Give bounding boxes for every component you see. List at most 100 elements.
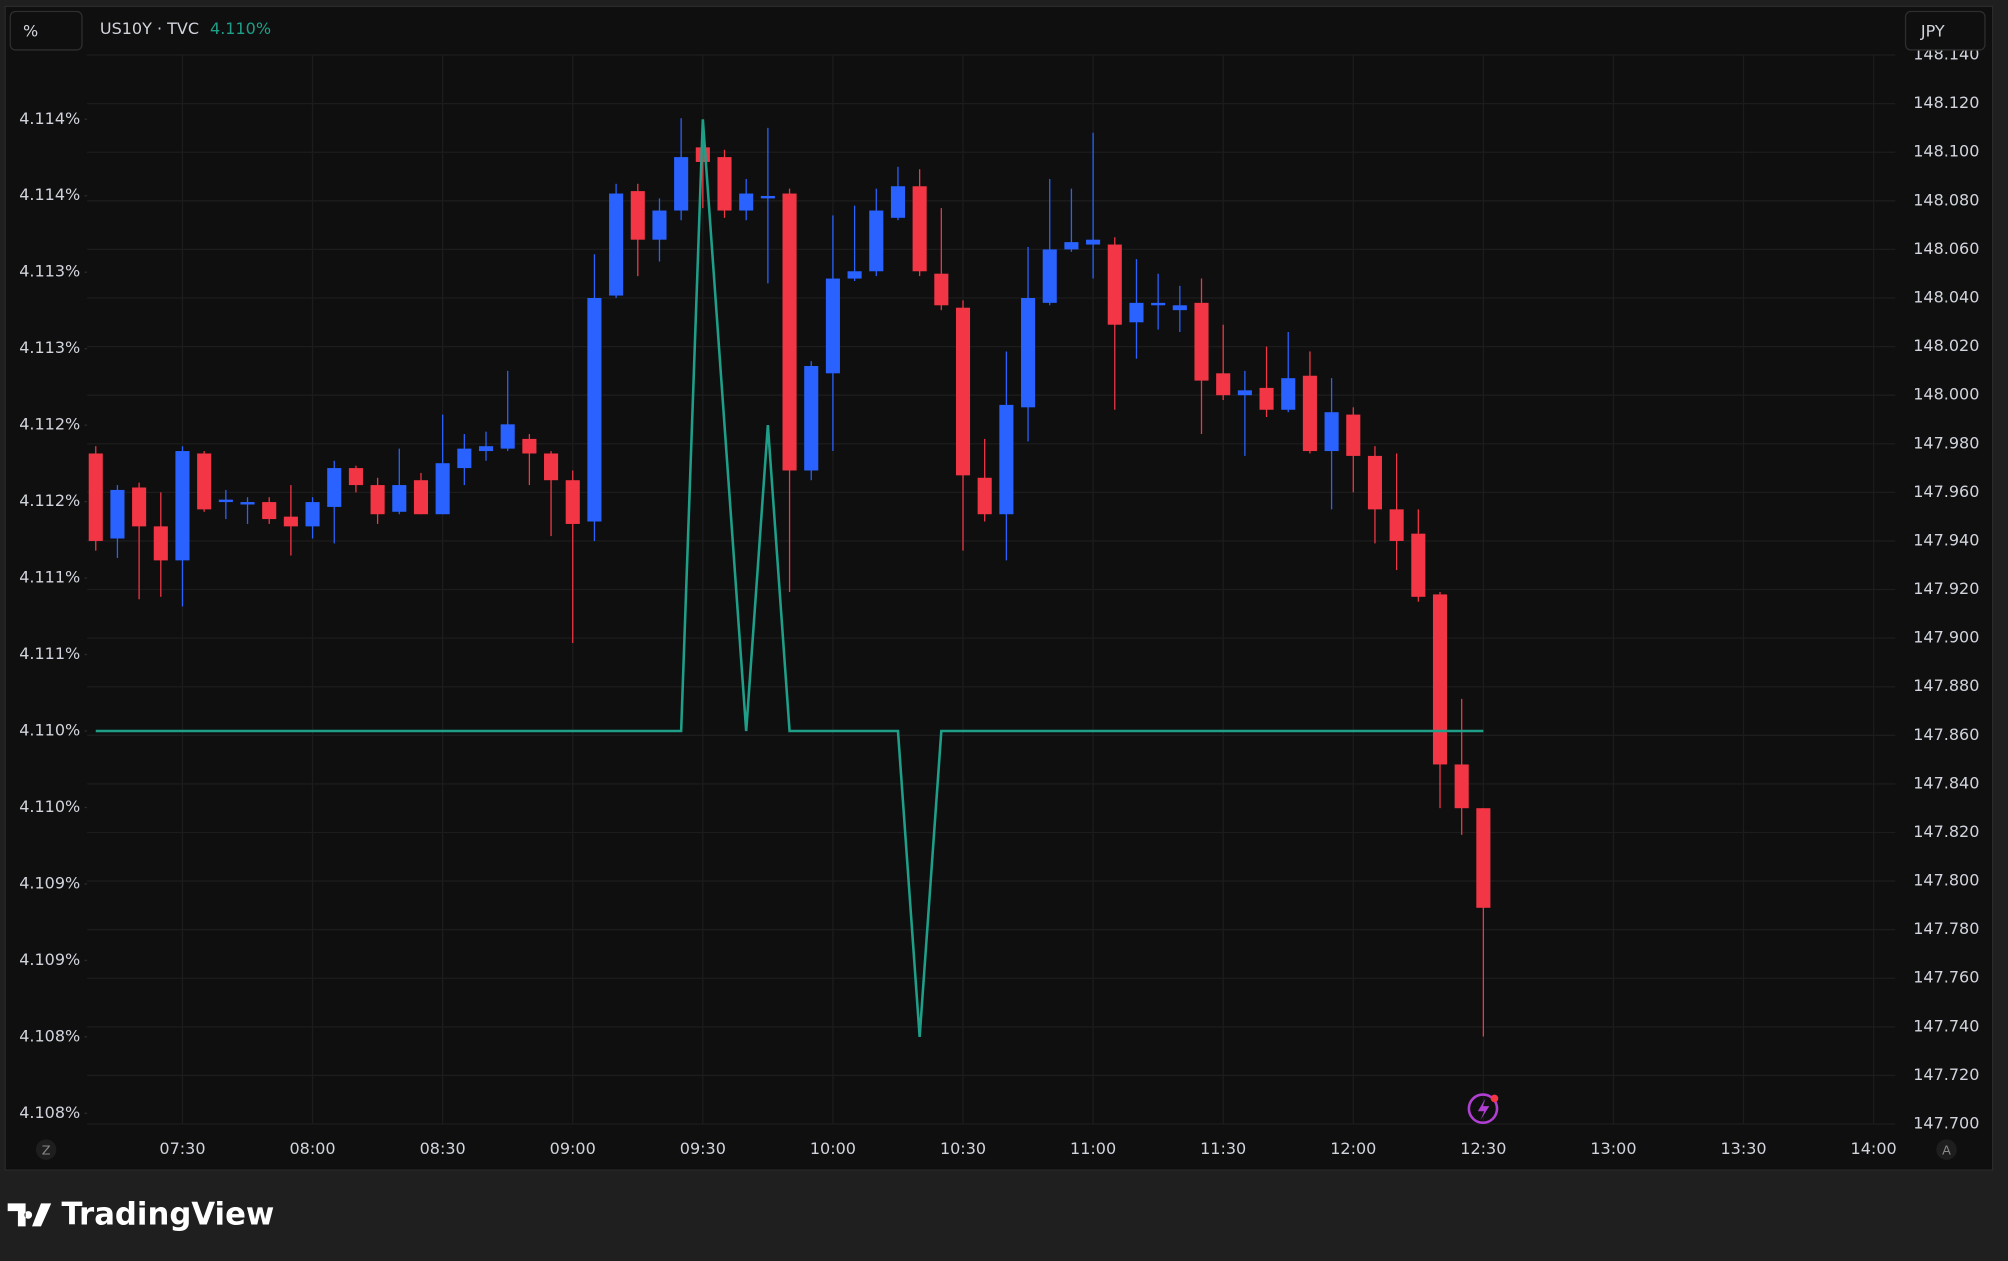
currency-button[interactable]: [1904, 10, 1986, 51]
x-tick-label: 10:30: [940, 1139, 986, 1158]
candle-body: [478, 446, 494, 452]
y-tick-label: 148.020: [1913, 336, 1979, 355]
candle-body: [739, 193, 754, 211]
candle-body: [565, 480, 580, 524]
candle-body: [630, 191, 645, 240]
y-tick-label: 147.920: [1913, 579, 1979, 598]
y-tick-label: 147.740: [1913, 1016, 1979, 1035]
candle-body: [413, 480, 429, 515]
chart-panel: [4, 5, 1994, 1171]
candle-body: [804, 366, 819, 471]
candle-body: [1086, 239, 1101, 245]
brand-name: TradingView: [61, 1197, 274, 1233]
candle-body: [1064, 242, 1079, 250]
y2-tick-label: 4.111%: [19, 568, 80, 587]
currency-button-label[interactable]: JPY: [1920, 22, 1945, 41]
candle-body: [1042, 249, 1057, 303]
y-tick-label: 147.900: [1913, 628, 1979, 647]
x-tick-label: 13:00: [1590, 1139, 1636, 1158]
candle-body: [457, 448, 472, 469]
candle-body: [1194, 302, 1209, 381]
y-tick-label: 147.700: [1913, 1114, 1979, 1133]
candle-body: [825, 278, 840, 374]
candle-body: [240, 502, 255, 505]
candle-body: [1021, 297, 1036, 408]
y2-tick-label: 4.113%: [19, 338, 80, 357]
y-tick-label: 147.880: [1913, 676, 1979, 695]
y-tick-label: 147.800: [1913, 871, 1979, 890]
y-tick-label: 147.780: [1913, 919, 1979, 938]
candle-body: [674, 157, 689, 211]
auto-button-label[interactable]: A: [1942, 1143, 1951, 1158]
events-icon[interactable]: [1467, 1093, 1499, 1125]
scale-button[interactable]: [9, 10, 83, 51]
y-tick-label: 148.100: [1913, 142, 1979, 161]
y-tick-label: 147.860: [1913, 725, 1979, 744]
x-tick-label: 12:00: [1330, 1139, 1376, 1158]
y-tick-label: 148.120: [1913, 93, 1979, 112]
x-tick-label: 11:00: [1070, 1139, 1116, 1158]
candle-body: [522, 438, 537, 454]
candle-body: [392, 485, 407, 512]
zoom-button-label[interactable]: Z: [42, 1143, 51, 1158]
x-tick-label: 13:30: [1720, 1139, 1766, 1158]
candle-body: [1367, 455, 1383, 510]
y-tick-label: 147.980: [1913, 433, 1979, 452]
candle-body: [283, 516, 298, 527]
y-tick-label: 148.000: [1913, 385, 1979, 404]
candle-body: [327, 468, 342, 507]
brand-logo: [7, 1203, 52, 1227]
x-tick-label: 09:30: [680, 1139, 726, 1158]
candle-body: [1476, 808, 1491, 908]
candle-body: [370, 485, 385, 515]
auto-button[interactable]: [1936, 1139, 1957, 1160]
y-tick-label: 147.940: [1913, 530, 1979, 549]
candle-body: [218, 499, 233, 503]
x-tick-label: 12:30: [1460, 1139, 1506, 1158]
candle-body: [1432, 594, 1448, 765]
y2-tick-label: 4.114%: [19, 185, 80, 204]
candle-body: [305, 502, 320, 527]
candle-body: [435, 463, 450, 515]
candle-body: [1389, 509, 1404, 541]
candle-body: [1411, 533, 1426, 597]
candle-body: [262, 502, 277, 520]
candle-body: [782, 193, 797, 471]
candle-body: [609, 193, 624, 296]
y2-tick-label: 4.109%: [19, 873, 80, 892]
candle-body: [88, 453, 103, 541]
candle-body: [999, 404, 1014, 515]
candle-body: [1107, 244, 1122, 325]
candle-body: [348, 468, 363, 486]
scale-button-label[interactable]: %: [23, 22, 38, 41]
y-tick-label: 148.040: [1913, 287, 1979, 306]
candle-body: [1172, 305, 1187, 311]
y-tick-label: 147.720: [1913, 1065, 1979, 1084]
candle-body: [1237, 390, 1252, 396]
candle-body: [1346, 414, 1361, 456]
x-tick-label: 14:00: [1851, 1139, 1897, 1158]
candle-body: [175, 451, 190, 561]
x-tick-label: 07:30: [159, 1139, 205, 1158]
candle-body: [1129, 302, 1144, 323]
y2-tick-label: 4.114%: [19, 109, 80, 128]
candle-body: [717, 157, 732, 211]
candle-body: [1324, 412, 1339, 452]
candle-body: [652, 210, 667, 240]
yield-line: [95, 119, 1484, 1037]
candle-body: [1259, 387, 1274, 410]
y-tick-label: 148.080: [1913, 190, 1979, 209]
candle-body: [934, 273, 949, 306]
y2-tick-label: 4.108%: [19, 1103, 80, 1122]
candle-body: [847, 271, 862, 279]
y2-tick-label: 4.110%: [19, 797, 80, 816]
y-tick-label: 147.760: [1913, 968, 1979, 987]
zoom-button[interactable]: [35, 1139, 57, 1160]
y2-tick-label: 4.112%: [19, 415, 80, 434]
y2-tick-label: 4.110%: [19, 720, 80, 739]
x-tick-label: 10:00: [810, 1139, 856, 1158]
axes: 147.700 147.720 147.740 147.760 147.780 147.8…: [19, 45, 1979, 1159]
candle-body: [110, 489, 125, 539]
candle-body: [197, 453, 212, 510]
